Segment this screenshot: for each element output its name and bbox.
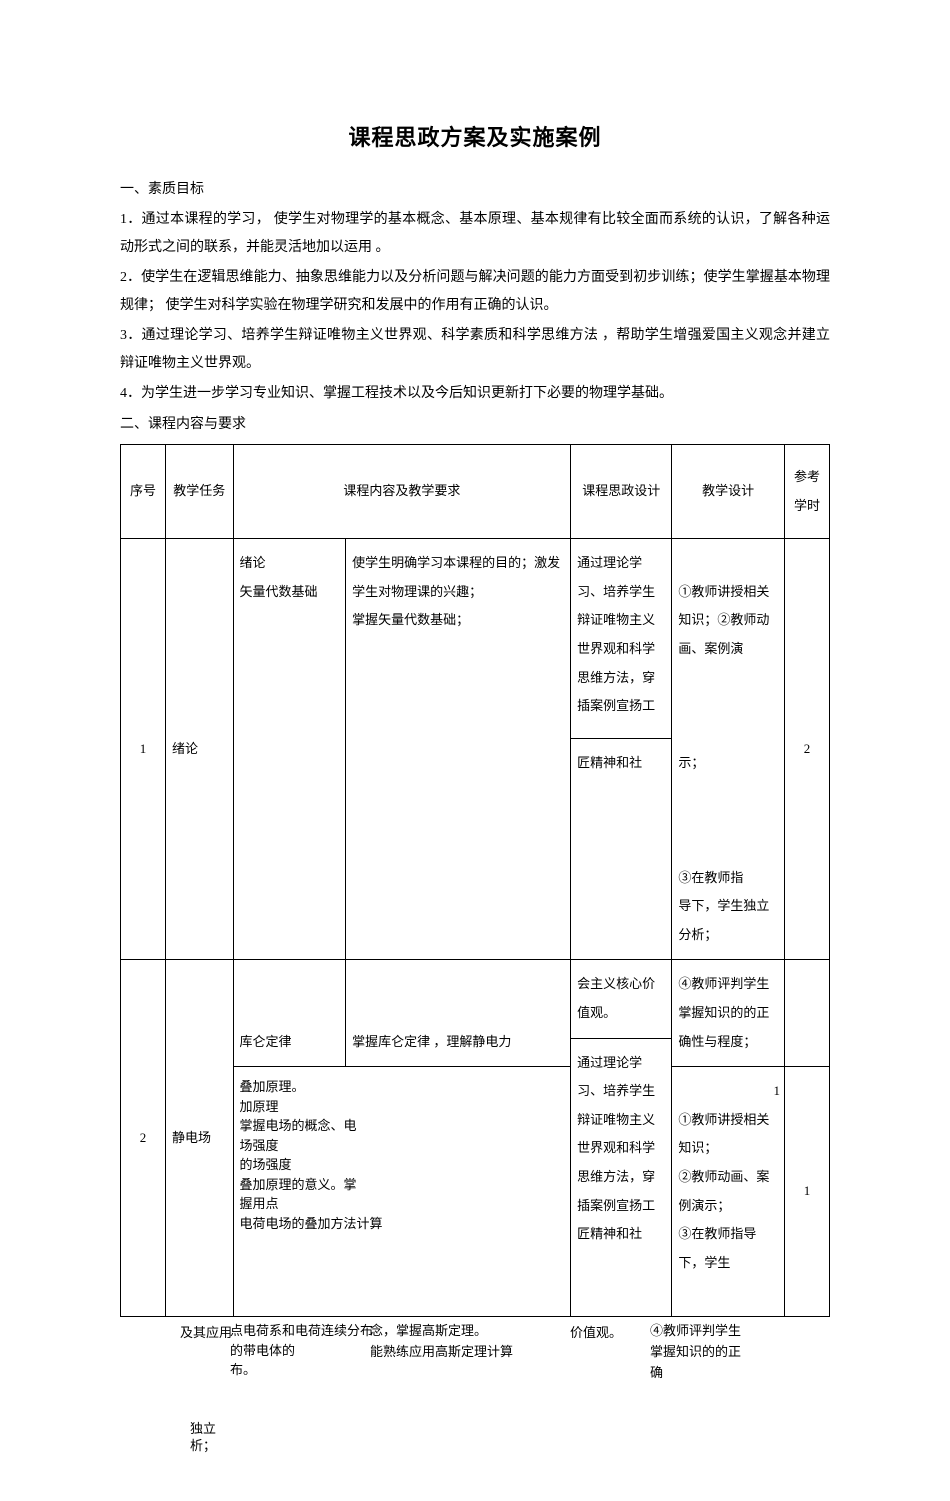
- cell-teach-2b: ①教师讲授相关知识； ②教师动画、案例演示； ③在教师指导下，学生 1: [672, 1067, 785, 1317]
- teach-1b: 示；: [678, 755, 704, 770]
- cell-task-2: 静电场: [166, 960, 234, 1317]
- cell-sub2-1: 使学生明确学习本课程的目的；激发学生对物理课的兴趣； 掌握矢量代数基础；: [346, 539, 571, 960]
- hours-2a: 1: [773, 1077, 780, 1106]
- paragraph-1: 1．通过本课程的学习， 使学生对物理学的基本概念、基本原理、基本规律有比较全面而…: [120, 206, 830, 262]
- paragraph-2: 2．使学生在逻辑思维能力、抽象思维能力以及分析问题与解决问题的能力方面受到初步训…: [120, 264, 830, 320]
- cell-empty-2a: [784, 960, 829, 1067]
- loose-col-b: 念，掌握高斯定理。 能熟练应用高斯定理计算: [370, 1321, 513, 1363]
- table-row: 2 静电场 库仑定律 掌握库仑定律 ，理解静电力 会主义核心价值观。 ④教师评判…: [121, 960, 830, 1038]
- cell-seq-2: 2: [121, 960, 166, 1317]
- cell-seq-1: 1: [121, 539, 166, 960]
- cell-sub2-2a: 掌握库仑定律 ，理解静电力: [346, 960, 571, 1067]
- table-row: 1 绪论 绪论 矢量代数基础 使学生明确学习本课程的目的；激发学生对物理课的兴趣…: [121, 539, 830, 739]
- loose-bottom: 独立 析；: [190, 1421, 216, 1455]
- document-title: 课程思政方案及实施案例: [120, 120, 830, 155]
- teach-2b-text: ①教师讲授相关知识； ②教师动画、案例演示； ③在教师指导下，学生: [678, 1112, 769, 1270]
- cell-task-1: 绪论: [166, 539, 234, 960]
- paragraph-4: 4．为学生进一步学习专业知识、掌握工程技术以及今后知识更新打下必要的物理学基础。: [120, 380, 830, 408]
- th-teach: 教学设计: [672, 444, 785, 538]
- cell-design-2b: 通过理论学习、培养学生辩证唯物主义世界观和科学思维方法，穿插案例宣扬工匠精神和社: [571, 1038, 672, 1316]
- th-content: 课程内容及教学要求: [233, 444, 571, 538]
- th-seq: 序号: [121, 444, 166, 538]
- loose-task: 及其应用: [180, 1321, 232, 1346]
- loose-col-d: ④教师评判学生掌握知识的的正确: [650, 1321, 750, 1383]
- cell-teach-2a: ④教师评判学生掌握知识的的正确性与程度；: [672, 960, 785, 1067]
- th-design: 课程思政设计: [571, 444, 672, 538]
- cell-teach-1: ①教师讲授相关知识；②教师动画、案例演 示； ③在教师指 导下，学生独立分析；: [672, 539, 785, 960]
- course-table-wrapper: 序号 教学任务 课程内容及教学要求 课程思政设计 教学设计 参考学时 1 绪论 …: [120, 444, 830, 1317]
- section-heading-2: 二、课程内容与要求: [120, 414, 830, 436]
- teach-1a: ①教师讲授相关知识；②教师动画、案例演: [678, 584, 769, 656]
- cell-design-2a: 会主义核心价值观。: [571, 960, 672, 1038]
- loose-col-a: 点电荷系和电荷连续分布 的带电体的 布。: [230, 1321, 373, 1380]
- paragraph-3: 3．通过理论学习、培养学生辩证唯物主义世界观、科学素质和科学思维方法 ，帮助学生…: [120, 322, 830, 378]
- cell-hours-2b: 1: [784, 1067, 829, 1317]
- loose-col-c: 价值观。: [570, 1321, 622, 1346]
- cell-hours-1: 2: [784, 539, 829, 960]
- cell-design-1a: 通过理论学习、培养学生辩证唯物主义世界观和科学思维方法，穿插案例宣扬工: [571, 539, 672, 739]
- cell-design-1b: 匠精神和社: [571, 739, 672, 960]
- loose-text-area: 及其应用 点电荷系和电荷连续分布 的带电体的 布。 念，掌握高斯定理。 能熟练应…: [120, 1321, 830, 1461]
- cell-sub1-1: 绪论 矢量代数基础: [233, 539, 346, 960]
- course-table: 序号 教学任务 课程内容及教学要求 课程思政设计 教学设计 参考学时 1 绪论 …: [120, 444, 830, 1317]
- cell-sub-2b: 叠加原理。 加原理 掌握电场的概念、电 场强度 的场强度 叠加原理的意义。掌 握…: [233, 1067, 571, 1317]
- th-hours: 参考学时: [784, 444, 829, 538]
- cell-sub1-2a: 库仑定律: [233, 960, 346, 1067]
- section-heading-1: 一、素质目标: [120, 179, 830, 201]
- th-task: 教学任务: [166, 444, 234, 538]
- table-header-row: 序号 教学任务 课程内容及教学要求 课程思政设计 教学设计 参考学时: [121, 444, 830, 538]
- teach-1c: ③在教师指 导下，学生独立分析；: [678, 870, 769, 942]
